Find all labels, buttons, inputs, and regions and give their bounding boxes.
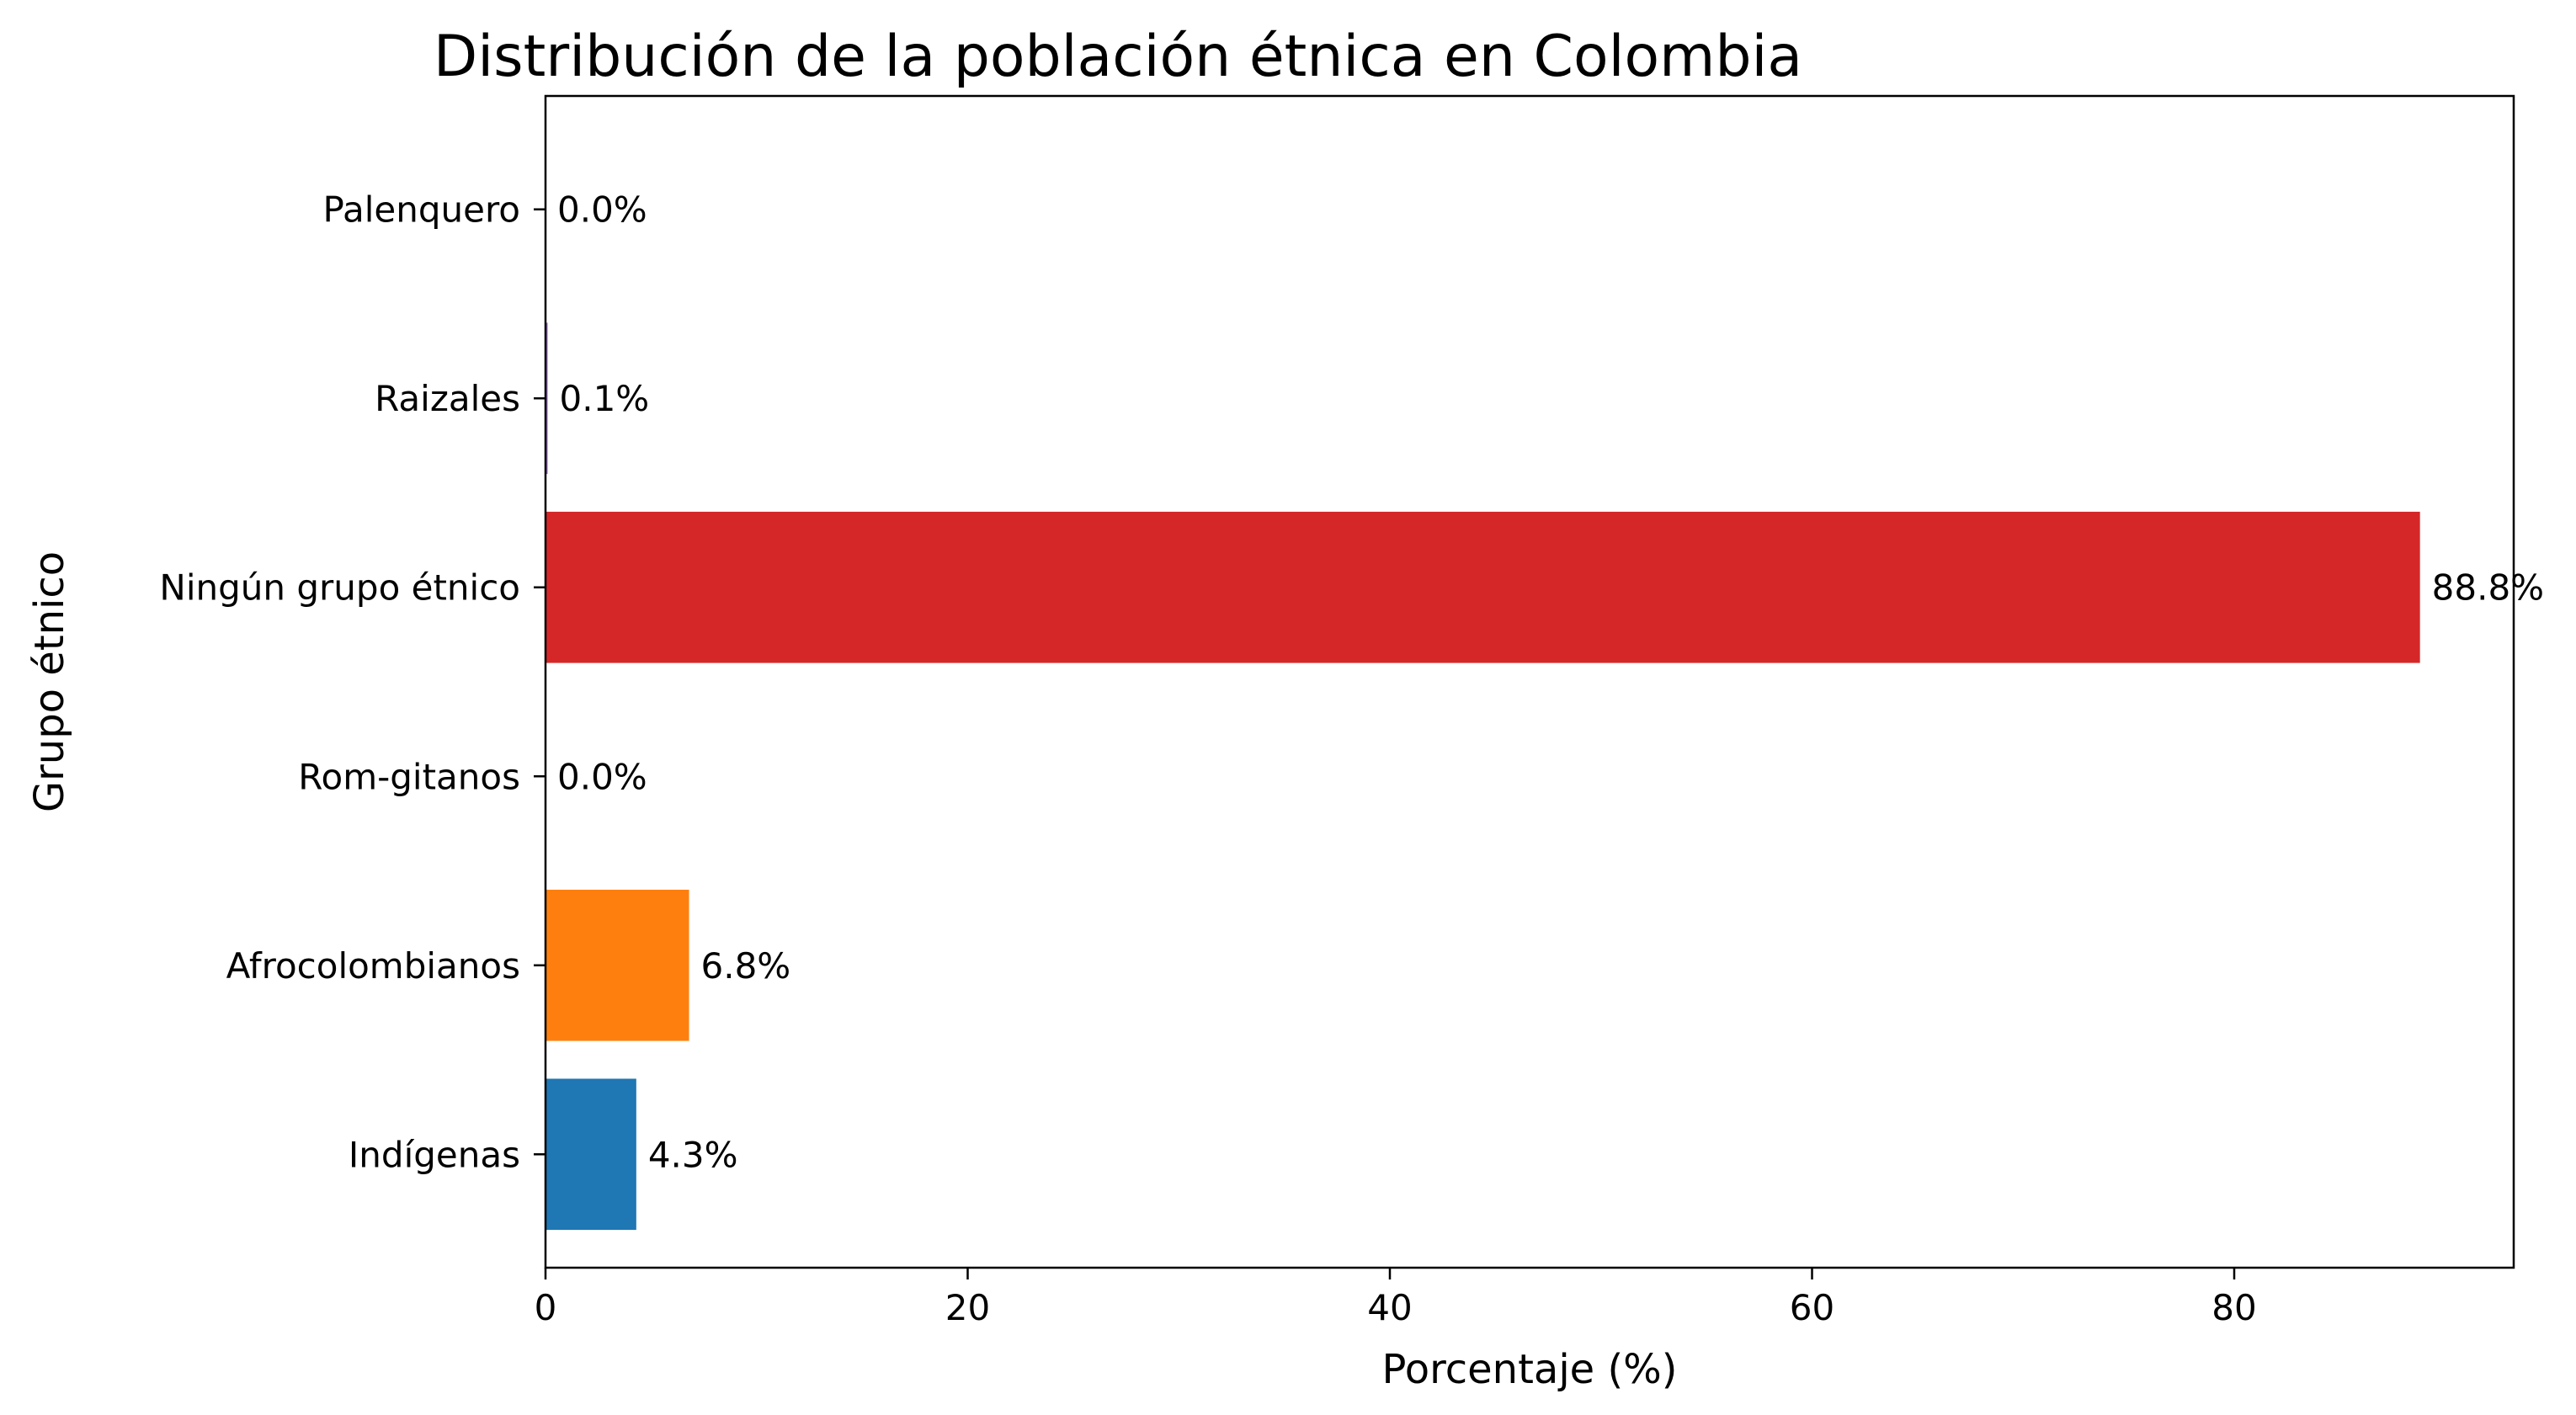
x-tick-label: 0 xyxy=(535,1287,557,1328)
y-tick-label-rom-gitanos: Rom-gitanos xyxy=(298,756,520,797)
x-axis-ticks: 0 20 40 60 80 xyxy=(535,1268,2257,1328)
data-label-afrocolombianos: 6.8% xyxy=(701,945,791,987)
y-tick-label-palenquero: Palenquero xyxy=(323,189,520,231)
x-tick-label: 60 xyxy=(1790,1287,1834,1328)
bar-afrocolombianos xyxy=(546,889,689,1041)
plot-area-frame xyxy=(544,94,2515,1269)
data-label-rom-gitanos: 0.0% xyxy=(557,756,647,797)
x-tick-label: 80 xyxy=(2211,1287,2256,1328)
y-tick-label-indigenas: Indígenas xyxy=(349,1134,520,1175)
y-tick-label-afrocolombianos: Afrocolombianos xyxy=(226,945,520,987)
y-tick-label-ningun-grupo-etnico: Ningún grupo étnico xyxy=(159,567,520,609)
data-label-indigenas: 4.3% xyxy=(648,1134,738,1175)
x-axis-label: Porcentaje (%) xyxy=(1381,1346,1677,1393)
x-tick-label: 40 xyxy=(1367,1287,1412,1328)
bars-layer xyxy=(546,322,2420,1231)
data-label-ningun-grupo-etnico: 88.8% xyxy=(2432,567,2544,609)
bar-indigenas xyxy=(546,1078,636,1231)
data-label-raizales: 0.1% xyxy=(560,378,650,419)
chart-title: Distribución de la población étnica en C… xyxy=(434,24,1802,90)
y-axis-label: Grupo étnico xyxy=(26,551,73,812)
x-tick-label: 20 xyxy=(945,1287,990,1328)
y-axis-ticks: Indígenas Afrocolombianos Rom-gitanos Ningú… xyxy=(159,189,546,1175)
data-label-palenquero: 0.0% xyxy=(557,189,647,231)
data-labels-layer: 4.3% 6.8% 0.0% 88.8% 0.1% 0.0% xyxy=(557,189,2544,1176)
bar-ningun-grupo-etnico xyxy=(546,511,2420,663)
y-tick-label-raizales: Raizales xyxy=(375,378,520,419)
bar-raizales xyxy=(546,322,548,475)
